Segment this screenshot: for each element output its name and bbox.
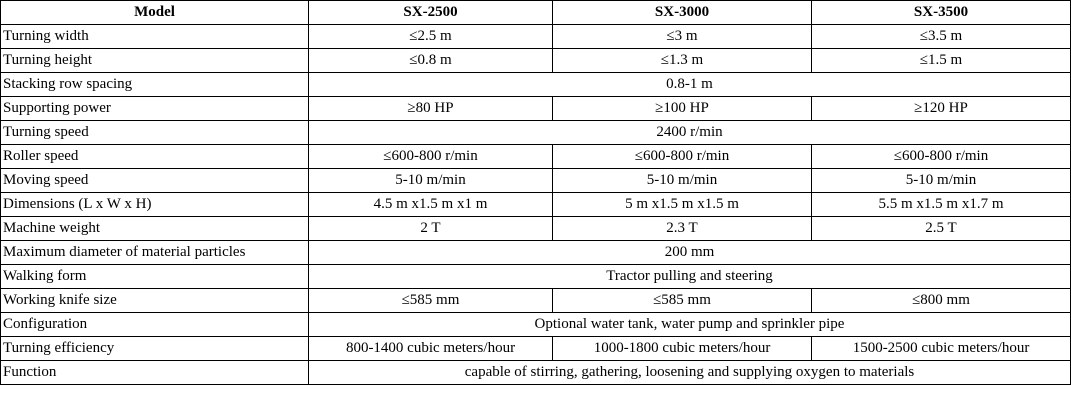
cell: ≤600-800 r/min [811, 144, 1071, 169]
header-cell: Model [0, 0, 309, 25]
header-cell: SX-3000 [552, 0, 812, 25]
row-label: Turning efficiency [0, 336, 309, 361]
cell: ≤800 mm [811, 288, 1071, 313]
cell: 5 m x1.5 m x1.5 m [552, 192, 812, 217]
row-label: Maximum diameter of material particles [0, 240, 309, 265]
row-label: Machine weight [0, 216, 309, 241]
table-row: Turning width ≤2.5 m ≤3 m ≤3.5 m [0, 24, 1071, 49]
row-label: Walking form [0, 264, 309, 289]
table-row: Working knife size ≤585 mm ≤585 mm ≤800 mm [0, 288, 1071, 313]
table-row: Stacking row spacing 0.8-1 m [0, 72, 1071, 97]
row-label: Working knife size [0, 288, 309, 313]
cell: 1000-1800 cubic meters/hour [552, 336, 812, 361]
cell: capable of stirring, gathering, loosenin… [308, 360, 1071, 385]
cell: ≤3.5 m [811, 24, 1071, 49]
cell: 4.5 m x1.5 m x1 m [308, 192, 553, 217]
cell: ≤600-800 r/min [552, 144, 812, 169]
cell: ≤2.5 m [308, 24, 553, 49]
cell: 5.5 m x1.5 m x1.7 m [811, 192, 1071, 217]
cell: 2 T [308, 216, 553, 241]
table-row: Configuration Optional water tank, water … [0, 312, 1071, 337]
cell: ≥80 HP [308, 96, 553, 121]
row-label: Roller speed [0, 144, 309, 169]
row-label: Configuration [0, 312, 309, 337]
row-label: Turning width [0, 24, 309, 49]
table-row: Turning speed 2400 r/min [0, 120, 1071, 145]
cell: 5-10 m/min [552, 168, 812, 193]
table-row: Maximum diameter of material particles 20… [0, 240, 1071, 265]
cell: 5-10 m/min [308, 168, 553, 193]
cell: Optional water tank, water pump and spri… [308, 312, 1071, 337]
cell: ≤1.3 m [552, 48, 812, 73]
cell: 2.5 T [811, 216, 1071, 241]
table-row: Machine weight 2 T 2.3 T 2.5 T [0, 216, 1071, 241]
row-label: Stacking row spacing [0, 72, 309, 97]
table-row: Supporting power ≥80 HP ≥100 HP ≥120 HP [0, 96, 1071, 121]
row-label: Moving speed [0, 168, 309, 193]
cell: 800-1400 cubic meters/hour [308, 336, 553, 361]
cell: ≤585 mm [552, 288, 812, 313]
cell: 200 mm [308, 240, 1071, 265]
header-row: Model SX-2500 SX-3000 SX-3500 [0, 0, 1071, 25]
row-label: Supporting power [0, 96, 309, 121]
row-label: Turning height [0, 48, 309, 73]
table-head: Model SX-2500 SX-3000 SX-3500 [0, 0, 1071, 25]
cell: 2.3 T [552, 216, 812, 241]
cell: ≥100 HP [552, 96, 812, 121]
cell: 5-10 m/min [811, 168, 1071, 193]
cell: ≤1.5 m [811, 48, 1071, 73]
cell: ≥120 HP [811, 96, 1071, 121]
cell: ≤0.8 m [308, 48, 553, 73]
header-cell: SX-2500 [308, 0, 553, 25]
table-row: Turning efficiency 800-1400 cubic meters/… [0, 336, 1071, 361]
table-body: Turning width ≤2.5 m ≤3 m ≤3.5 m Turning hei… [0, 24, 1071, 385]
header-cell: SX-3500 [811, 0, 1071, 25]
row-label: Dimensions (L x W x H) [0, 192, 309, 217]
table-row: Roller speed ≤600-800 r/min ≤600-800 r/min… [0, 144, 1071, 169]
row-label: Turning speed [0, 120, 309, 145]
cell: ≤600-800 r/min [308, 144, 553, 169]
table-row: Moving speed 5-10 m/min 5-10 m/min 5-10 m/m… [0, 168, 1071, 193]
cell: ≤585 mm [308, 288, 553, 313]
cell: 1500-2500 cubic meters/hour [811, 336, 1071, 361]
table-row: Function capable of stirring, gathering, … [0, 360, 1071, 385]
cell: 2400 r/min [308, 120, 1071, 145]
cell: 0.8-1 m [308, 72, 1071, 97]
cell: ≤3 m [552, 24, 812, 49]
table-row: Walking form Tractor pulling and steering [0, 264, 1071, 289]
row-label: Function [0, 360, 309, 385]
spec-table: Model SX-2500 SX-3000 SX-3500 Turning width… [0, 0, 1071, 385]
cell: Tractor pulling and steering [308, 264, 1071, 289]
table-row: Turning height ≤0.8 m ≤1.3 m ≤1.5 m [0, 48, 1071, 73]
